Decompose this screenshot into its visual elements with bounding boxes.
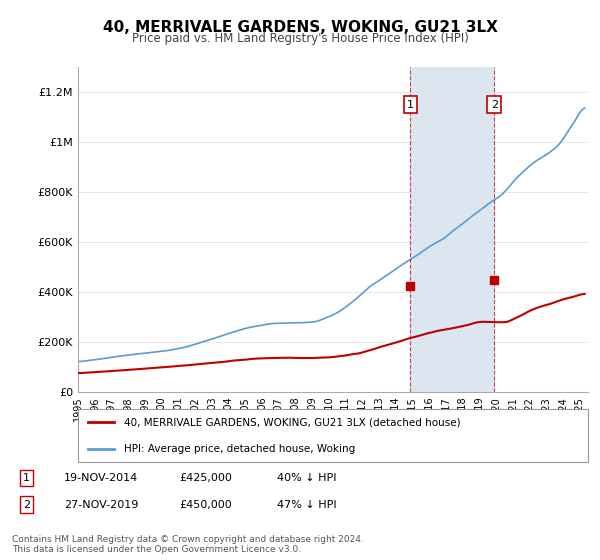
Bar xyxy=(410,67,494,392)
Text: 40, MERRIVALE GARDENS, WOKING, GU21 3LX: 40, MERRIVALE GARDENS, WOKING, GU21 3LX xyxy=(103,20,497,35)
Text: 19-NOV-2014: 19-NOV-2014 xyxy=(64,473,138,483)
Text: £425,000: £425,000 xyxy=(179,473,232,483)
Text: Price paid vs. HM Land Registry's House Price Index (HPI): Price paid vs. HM Land Registry's House … xyxy=(131,32,469,45)
Text: 47% ↓ HPI: 47% ↓ HPI xyxy=(277,500,337,510)
Text: 1: 1 xyxy=(23,473,30,483)
Text: 2: 2 xyxy=(23,500,30,510)
Text: 2: 2 xyxy=(491,100,498,110)
Text: 1: 1 xyxy=(407,100,414,110)
FancyBboxPatch shape xyxy=(78,409,588,462)
Text: 40, MERRIVALE GARDENS, WOKING, GU21 3LX (detached house): 40, MERRIVALE GARDENS, WOKING, GU21 3LX … xyxy=(124,417,461,427)
Text: 27-NOV-2019: 27-NOV-2019 xyxy=(64,500,138,510)
Text: £450,000: £450,000 xyxy=(179,500,232,510)
Text: 40% ↓ HPI: 40% ↓ HPI xyxy=(277,473,337,483)
Text: Contains HM Land Registry data © Crown copyright and database right 2024.
This d: Contains HM Land Registry data © Crown c… xyxy=(12,535,364,554)
Text: HPI: Average price, detached house, Woking: HPI: Average price, detached house, Woki… xyxy=(124,444,355,454)
